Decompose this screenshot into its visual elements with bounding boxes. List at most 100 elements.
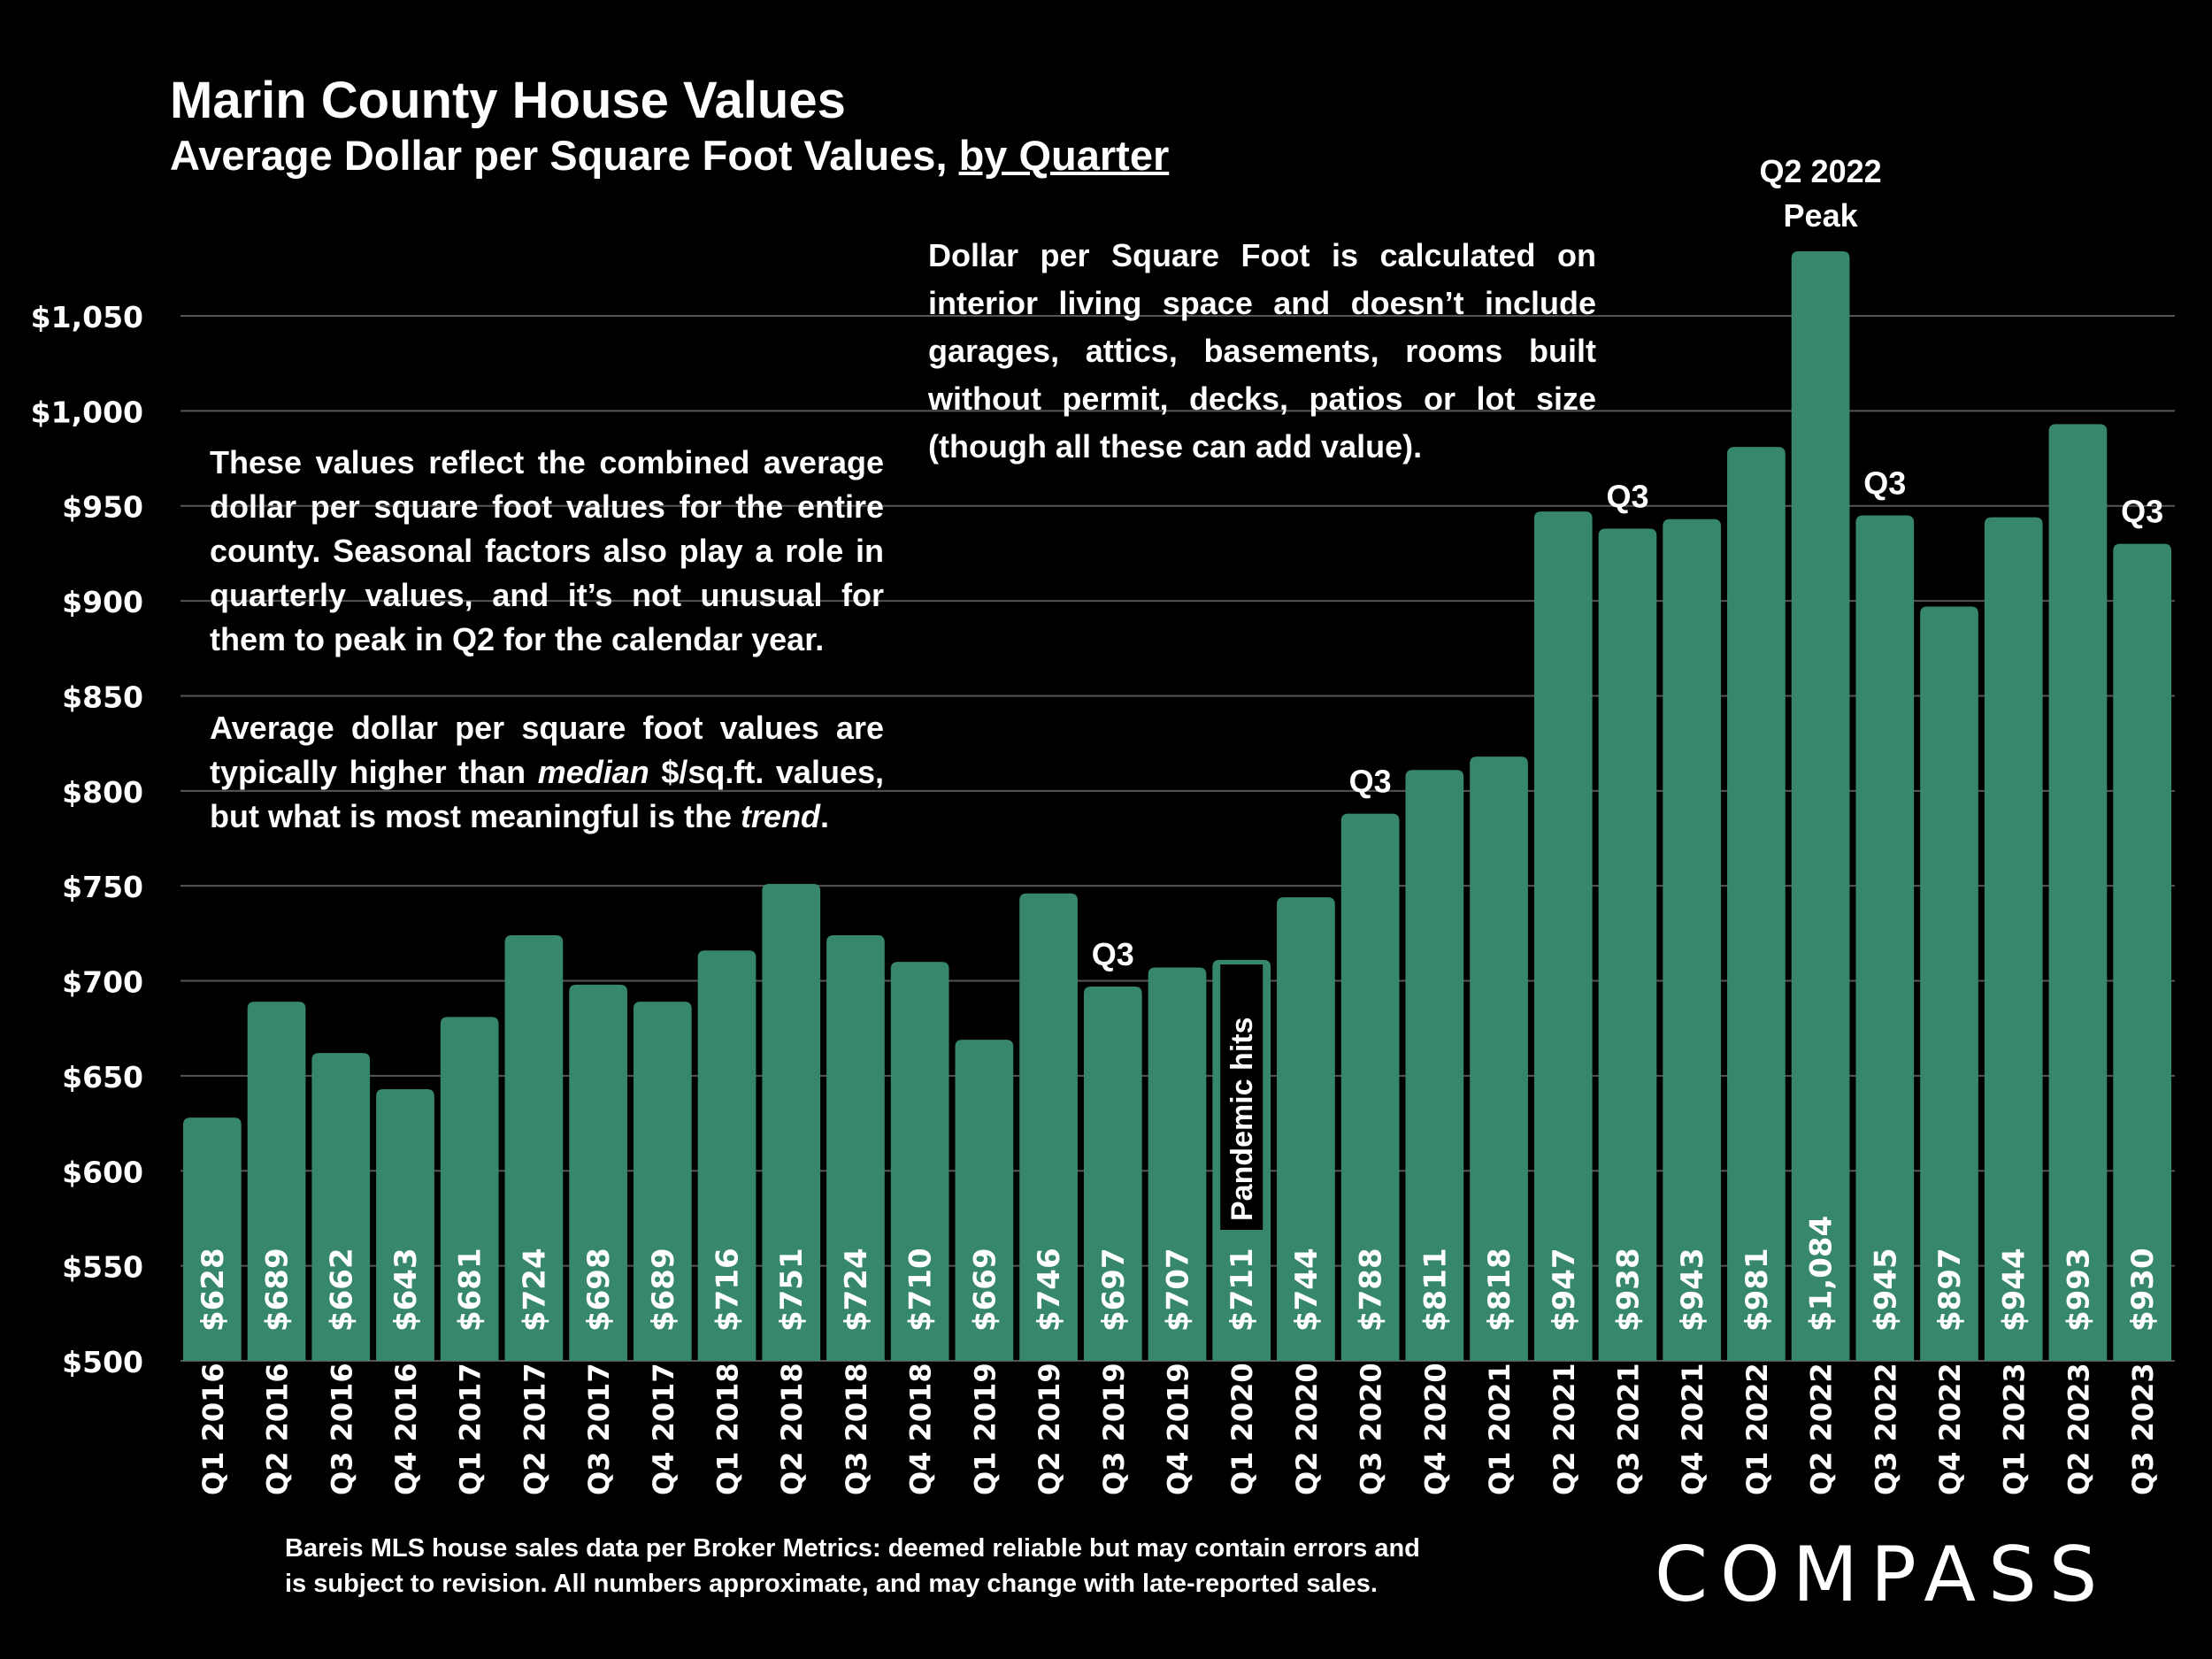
x-tick-label: Q2 2022	[1805, 1363, 1839, 1495]
data-label: $818	[1482, 1248, 1517, 1332]
y-tick-label: $950	[62, 490, 143, 525]
left-note-em-median: median	[537, 754, 649, 790]
bar	[504, 935, 564, 1361]
data-label: $751	[774, 1248, 810, 1332]
annotations: Q3 Q3 Q3 Q2 2022 Peak Q3 Q3 Pandemic hits	[1092, 153, 2163, 1230]
x-tick-label: Q1 2017	[454, 1363, 488, 1495]
x-axis: Q1 2016 Q2 2016 Q3 2016 Q4 2016 Q1 2017 Q2 20…	[196, 1363, 2160, 1495]
x-tick-label: Q4 2020	[1418, 1363, 1452, 1495]
data-label: $707	[1161, 1248, 1196, 1332]
bar	[1019, 893, 1078, 1361]
data-label: $711	[1225, 1248, 1260, 1332]
data-label: $724	[839, 1248, 874, 1332]
x-tick-label: Q3 2016	[325, 1363, 358, 1495]
x-tick-label: Q4 2016	[389, 1363, 423, 1495]
bar	[955, 1040, 1014, 1361]
bar	[1598, 528, 1657, 1361]
x-tick-label: Q3 2020	[1355, 1363, 1388, 1495]
data-label: $945	[1868, 1248, 1903, 1332]
y-tick-label: $750	[62, 870, 143, 904]
data-label: $669	[967, 1248, 1002, 1332]
data-label: $710	[903, 1248, 939, 1332]
bar	[1148, 967, 1207, 1361]
data-label: $746	[1032, 1248, 1067, 1332]
data-label: $697	[1096, 1248, 1132, 1332]
data-label: $662	[324, 1248, 359, 1332]
pandemic-label-bg	[1220, 964, 1263, 1230]
bar	[2113, 543, 2171, 1361]
data-label: $811	[1417, 1248, 1453, 1332]
bar	[890, 962, 949, 1361]
y-tick-label: $1,000	[31, 395, 143, 429]
x-tick-label: Q3 2019	[1097, 1363, 1131, 1495]
left-note-p1: These values reflect the combined averag…	[210, 444, 884, 657]
left-note-em-trend: trend	[741, 798, 821, 834]
x-tick-label: Q3 2022	[1869, 1363, 1902, 1495]
bar	[183, 1118, 242, 1361]
x-tick-label: Q1 2021	[1483, 1363, 1517, 1495]
source-footnote: Bareis MLS house sales data per Broker M…	[285, 1531, 1524, 1601]
y-tick-label: $700	[62, 965, 143, 1000]
bar	[1663, 518, 1722, 1361]
x-tick-label: Q4 2018	[904, 1363, 938, 1495]
data-label: $1,084	[1804, 1216, 1839, 1332]
q3-annotation: Q3	[1606, 478, 1648, 514]
data-labels: $628 $689 $662 $643 $681 $724 $698 $689 $716 $751…	[196, 1216, 2161, 1332]
y-tick-label: $600	[62, 1155, 143, 1189]
data-label: $944	[1997, 1248, 2032, 1332]
data-label: $993	[2061, 1248, 2096, 1332]
data-label: $788	[1354, 1248, 1389, 1332]
x-tick-label: Q1 2020	[1225, 1363, 1259, 1495]
left-note: These values reflect the combined averag…	[210, 441, 884, 883]
left-note-p2-c: .	[820, 798, 830, 834]
x-tick-label: Q1 2019	[968, 1363, 1002, 1495]
left-note-p2-b: $/sq.ft. values, but what is most meanin…	[210, 754, 884, 834]
x-tick-label: Q1 2022	[1740, 1363, 1774, 1495]
right-note: Dollar per Square Foot is calculated on …	[928, 237, 1596, 465]
bar	[376, 1088, 434, 1361]
bar	[440, 1017, 499, 1361]
data-label: $628	[196, 1248, 231, 1332]
q3-annotation: Q3	[1349, 764, 1392, 800]
footnote-line1: Bareis MLS house sales data per Broker M…	[285, 1534, 1420, 1563]
bar	[2048, 424, 2108, 1361]
x-tick-label: Q2 2020	[1290, 1363, 1324, 1495]
data-label: $981	[1740, 1248, 1775, 1332]
left-note-p2: Average dollar per square foot values ar…	[210, 706, 884, 839]
bar	[569, 984, 627, 1361]
x-tick-label: Q2 2021	[1548, 1363, 1581, 1495]
data-label: $716	[710, 1248, 746, 1332]
chart-title: Marin County House Values	[170, 72, 846, 129]
data-label: $897	[1932, 1248, 1968, 1332]
q3-annotation: Q3	[1092, 936, 1134, 972]
peak-annotation-quarter: Q2 2022	[1760, 153, 1882, 189]
x-tick-label: Q3 2018	[840, 1363, 873, 1495]
y-tick-label: $550	[62, 1250, 143, 1285]
q3-annotation: Q3	[1863, 465, 1906, 501]
data-label: $698	[581, 1248, 617, 1332]
bar	[762, 884, 821, 1361]
data-label: $744	[1289, 1248, 1325, 1332]
pandemic-annotation: Pandemic hits	[1225, 1017, 1259, 1221]
x-tick-label: Q4 2019	[1162, 1363, 1195, 1495]
x-tick-label: Q2 2018	[775, 1363, 809, 1495]
bar	[1791, 250, 1850, 1362]
y-tick-label: $650	[62, 1060, 143, 1094]
x-tick-label: Q2 2017	[518, 1363, 551, 1495]
peak-annotation: Peak	[1784, 197, 1859, 234]
bar	[826, 935, 885, 1361]
x-tick-label: Q1 2016	[196, 1363, 230, 1495]
bar	[311, 1053, 371, 1361]
y-tick-label: $800	[62, 775, 143, 810]
data-label: $938	[1610, 1248, 1646, 1332]
x-tick-label: Q3 2023	[2126, 1363, 2160, 1495]
x-tick-label: Q3 2017	[582, 1363, 616, 1495]
x-tick-label: Q2 2016	[261, 1363, 295, 1495]
bar	[1727, 447, 1786, 1361]
bar	[697, 950, 757, 1361]
x-tick-label: Q4 2021	[1676, 1363, 1709, 1495]
q3-annotation: Q3	[2121, 494, 2163, 530]
y-axis: $500 $550 $600 $650 $700 $750 $800 $850 $900 $950…	[31, 300, 143, 1379]
y-tick-label: $850	[62, 680, 143, 714]
